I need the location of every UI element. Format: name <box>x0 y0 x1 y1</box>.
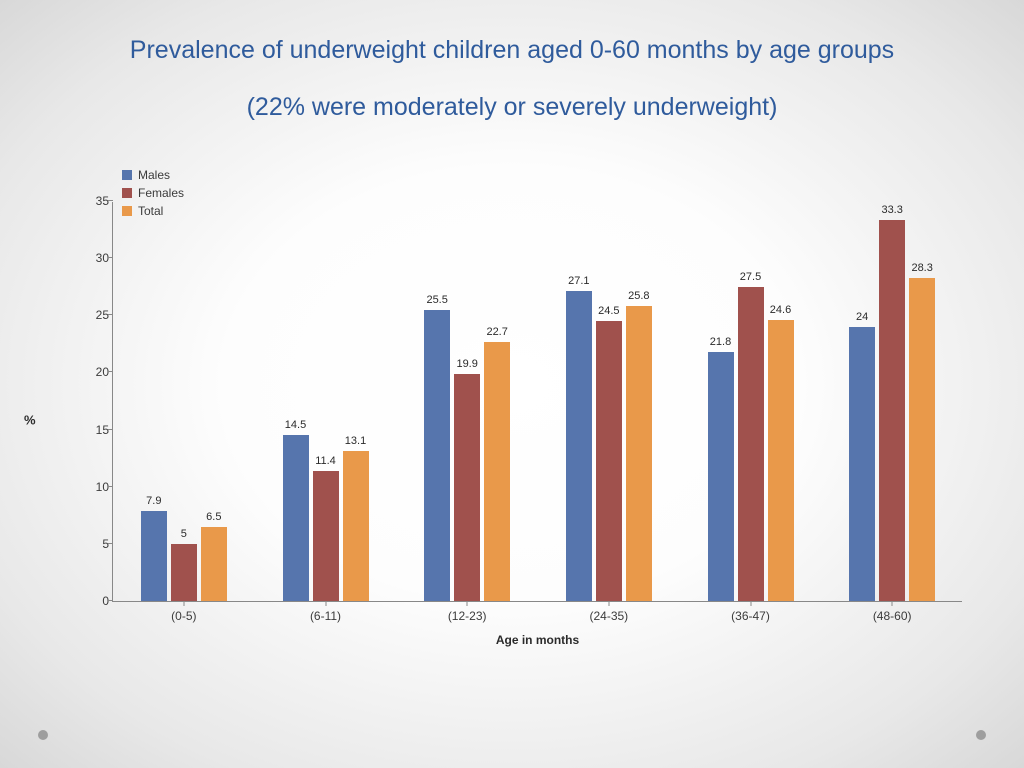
y-tick-mark <box>108 257 113 258</box>
chart-title-line2: (22% were moderately or severely underwe… <box>0 93 1024 122</box>
bar-value-label: 21.8 <box>710 336 731 348</box>
x-tick-mark <box>608 601 609 606</box>
y-tick-label: 25 <box>79 308 109 322</box>
y-tick-label: 30 <box>79 251 109 265</box>
legend-item: Males <box>122 168 184 182</box>
y-tick-label: 5 <box>79 537 109 551</box>
y-tick-mark <box>108 429 113 430</box>
bar: 22.7 <box>484 342 510 601</box>
x-tick-label: (24-35) <box>589 609 628 623</box>
bar: 24.5 <box>596 321 622 601</box>
bar: 6.5 <box>201 527 227 601</box>
chart-title-block: Prevalence of underweight children aged … <box>0 0 1024 122</box>
bar: 25.8 <box>626 306 652 601</box>
bar: 25.5 <box>424 310 450 601</box>
decorative-dot-left <box>38 730 48 740</box>
y-axis-label: % <box>24 413 36 428</box>
bar: 21.8 <box>708 352 734 601</box>
y-tick-mark <box>108 200 113 201</box>
decorative-dot-right <box>976 730 986 740</box>
bar-value-label: 33.3 <box>881 204 902 216</box>
bar-value-label: 6.5 <box>206 511 221 523</box>
bar: 5 <box>171 544 197 601</box>
x-tick-mark <box>183 601 184 606</box>
y-tick-label: 15 <box>79 423 109 437</box>
bar-group: 21.827.524.6 <box>708 287 794 601</box>
y-tick-label: 0 <box>79 594 109 608</box>
legend-label: Females <box>138 186 184 200</box>
bar-value-label: 28.3 <box>911 262 932 274</box>
y-tick-mark <box>108 371 113 372</box>
bar-value-label: 25.8 <box>628 290 649 302</box>
bar-group: 25.519.922.7 <box>424 310 510 601</box>
bar-value-label: 7.9 <box>146 495 161 507</box>
bar-value-label: 19.9 <box>456 358 477 370</box>
bar: 14.5 <box>283 435 309 601</box>
y-tick-mark <box>108 543 113 544</box>
chart-title-line1: Prevalence of underweight children aged … <box>0 36 1024 65</box>
legend-swatch <box>122 188 132 198</box>
x-tick-label: (48-60) <box>873 609 912 623</box>
bar: 33.3 <box>879 220 905 601</box>
bar-group: 27.124.525.8 <box>566 291 652 601</box>
bar: 24 <box>849 327 875 601</box>
y-tick-mark <box>108 600 113 601</box>
bar: 27.5 <box>738 287 764 601</box>
bar-value-label: 24.5 <box>598 305 619 317</box>
x-tick-mark <box>325 601 326 606</box>
bar-value-label: 22.7 <box>486 326 507 338</box>
bar: 11.4 <box>313 471 339 601</box>
bar: 28.3 <box>909 278 935 601</box>
chart-container: MalesFemalesTotal % Age in months 051015… <box>72 190 972 650</box>
x-tick-label: (12-23) <box>448 609 487 623</box>
y-tick-label: 10 <box>79 480 109 494</box>
x-tick-mark <box>892 601 893 606</box>
bar-value-label: 14.5 <box>285 419 306 431</box>
bar-group: 2433.328.3 <box>849 220 935 601</box>
x-tick-mark <box>750 601 751 606</box>
legend-label: Males <box>138 168 170 182</box>
y-tick-label: 20 <box>79 365 109 379</box>
legend-item: Females <box>122 186 184 200</box>
bar-value-label: 24.6 <box>770 304 791 316</box>
bar-value-label: 27.1 <box>568 275 589 287</box>
bar-value-label: 5 <box>181 528 187 540</box>
x-tick-label: (6-11) <box>310 609 341 623</box>
bar-value-label: 13.1 <box>345 435 366 447</box>
bar-group: 14.511.413.1 <box>283 435 369 601</box>
x-axis-label: Age in months <box>496 633 579 647</box>
bar-value-label: 27.5 <box>740 271 761 283</box>
y-tick-mark <box>108 314 113 315</box>
x-tick-label: (36-47) <box>731 609 770 623</box>
x-tick-mark <box>467 601 468 606</box>
bar: 27.1 <box>566 291 592 601</box>
legend-swatch <box>122 170 132 180</box>
bar-value-label: 25.5 <box>426 294 447 306</box>
bar: 13.1 <box>343 451 369 601</box>
bar: 24.6 <box>768 320 794 601</box>
y-tick-mark <box>108 486 113 487</box>
bar: 7.9 <box>141 511 167 601</box>
bar-value-label: 24 <box>856 311 868 323</box>
x-tick-label: (0-5) <box>171 609 196 623</box>
bar: 19.9 <box>454 374 480 601</box>
bar-group: 7.956.5 <box>141 511 227 601</box>
y-tick-label: 35 <box>79 194 109 208</box>
bar-value-label: 11.4 <box>315 455 336 467</box>
plot-area: Age in months 051015202530357.956.5(0-5)… <box>112 202 962 602</box>
